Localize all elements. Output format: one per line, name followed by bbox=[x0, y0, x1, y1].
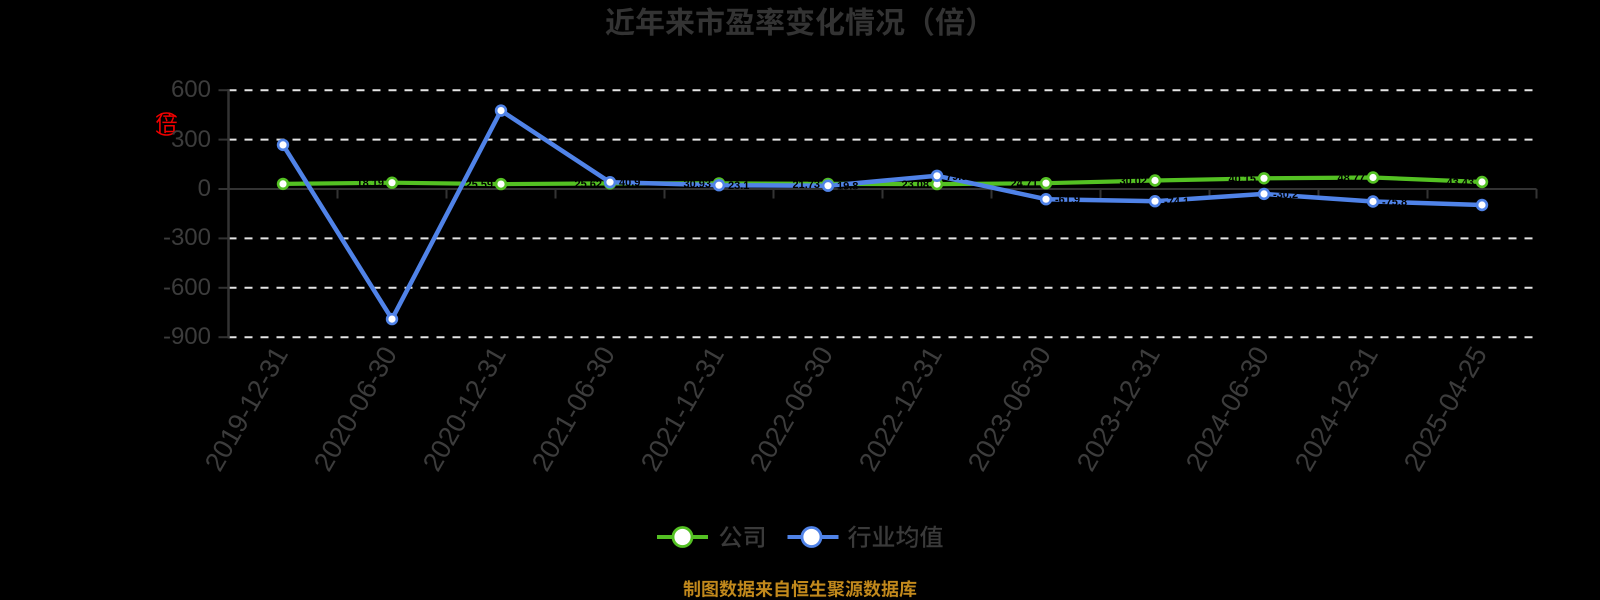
svg-text:40.9: 40.9 bbox=[619, 177, 640, 189]
svg-text:-30.2: -30.2 bbox=[1273, 189, 1298, 201]
svg-text:-75.8: -75.8 bbox=[1382, 197, 1407, 209]
svg-text:43.43: 43.43 bbox=[1446, 177, 1474, 189]
svg-text:19.8: 19.8 bbox=[837, 181, 858, 193]
svg-text:18.19: 18.19 bbox=[356, 178, 384, 190]
svg-text:267.9: 267.9 bbox=[292, 140, 320, 152]
svg-text:31.61: 31.61 bbox=[247, 179, 275, 191]
svg-text:-790.2: -790.2 bbox=[401, 314, 432, 326]
svg-text:23.1: 23.1 bbox=[728, 180, 749, 192]
svg-text:30.02: 30.02 bbox=[1119, 176, 1147, 188]
svg-text:25.59: 25.59 bbox=[465, 179, 493, 191]
svg-text:-61.9: -61.9 bbox=[1055, 194, 1080, 206]
svg-text:24.71: 24.71 bbox=[1010, 178, 1038, 190]
svg-text:25.62: 25.62 bbox=[574, 178, 602, 190]
svg-text:79.9: 79.9 bbox=[946, 171, 967, 183]
svg-text:23.08: 23.08 bbox=[901, 179, 929, 191]
svg-text:-96.9: -96.9 bbox=[1491, 200, 1516, 212]
svg-text:48.77: 48.77 bbox=[1337, 173, 1365, 185]
svg-text:-74.1: -74.1 bbox=[1164, 196, 1189, 208]
svg-text:40.15: 40.15 bbox=[1228, 173, 1256, 185]
svg-text:475.9: 475.9 bbox=[510, 106, 538, 118]
svg-text:30.93: 30.93 bbox=[683, 178, 711, 190]
svg-text:21.73: 21.73 bbox=[792, 179, 820, 191]
